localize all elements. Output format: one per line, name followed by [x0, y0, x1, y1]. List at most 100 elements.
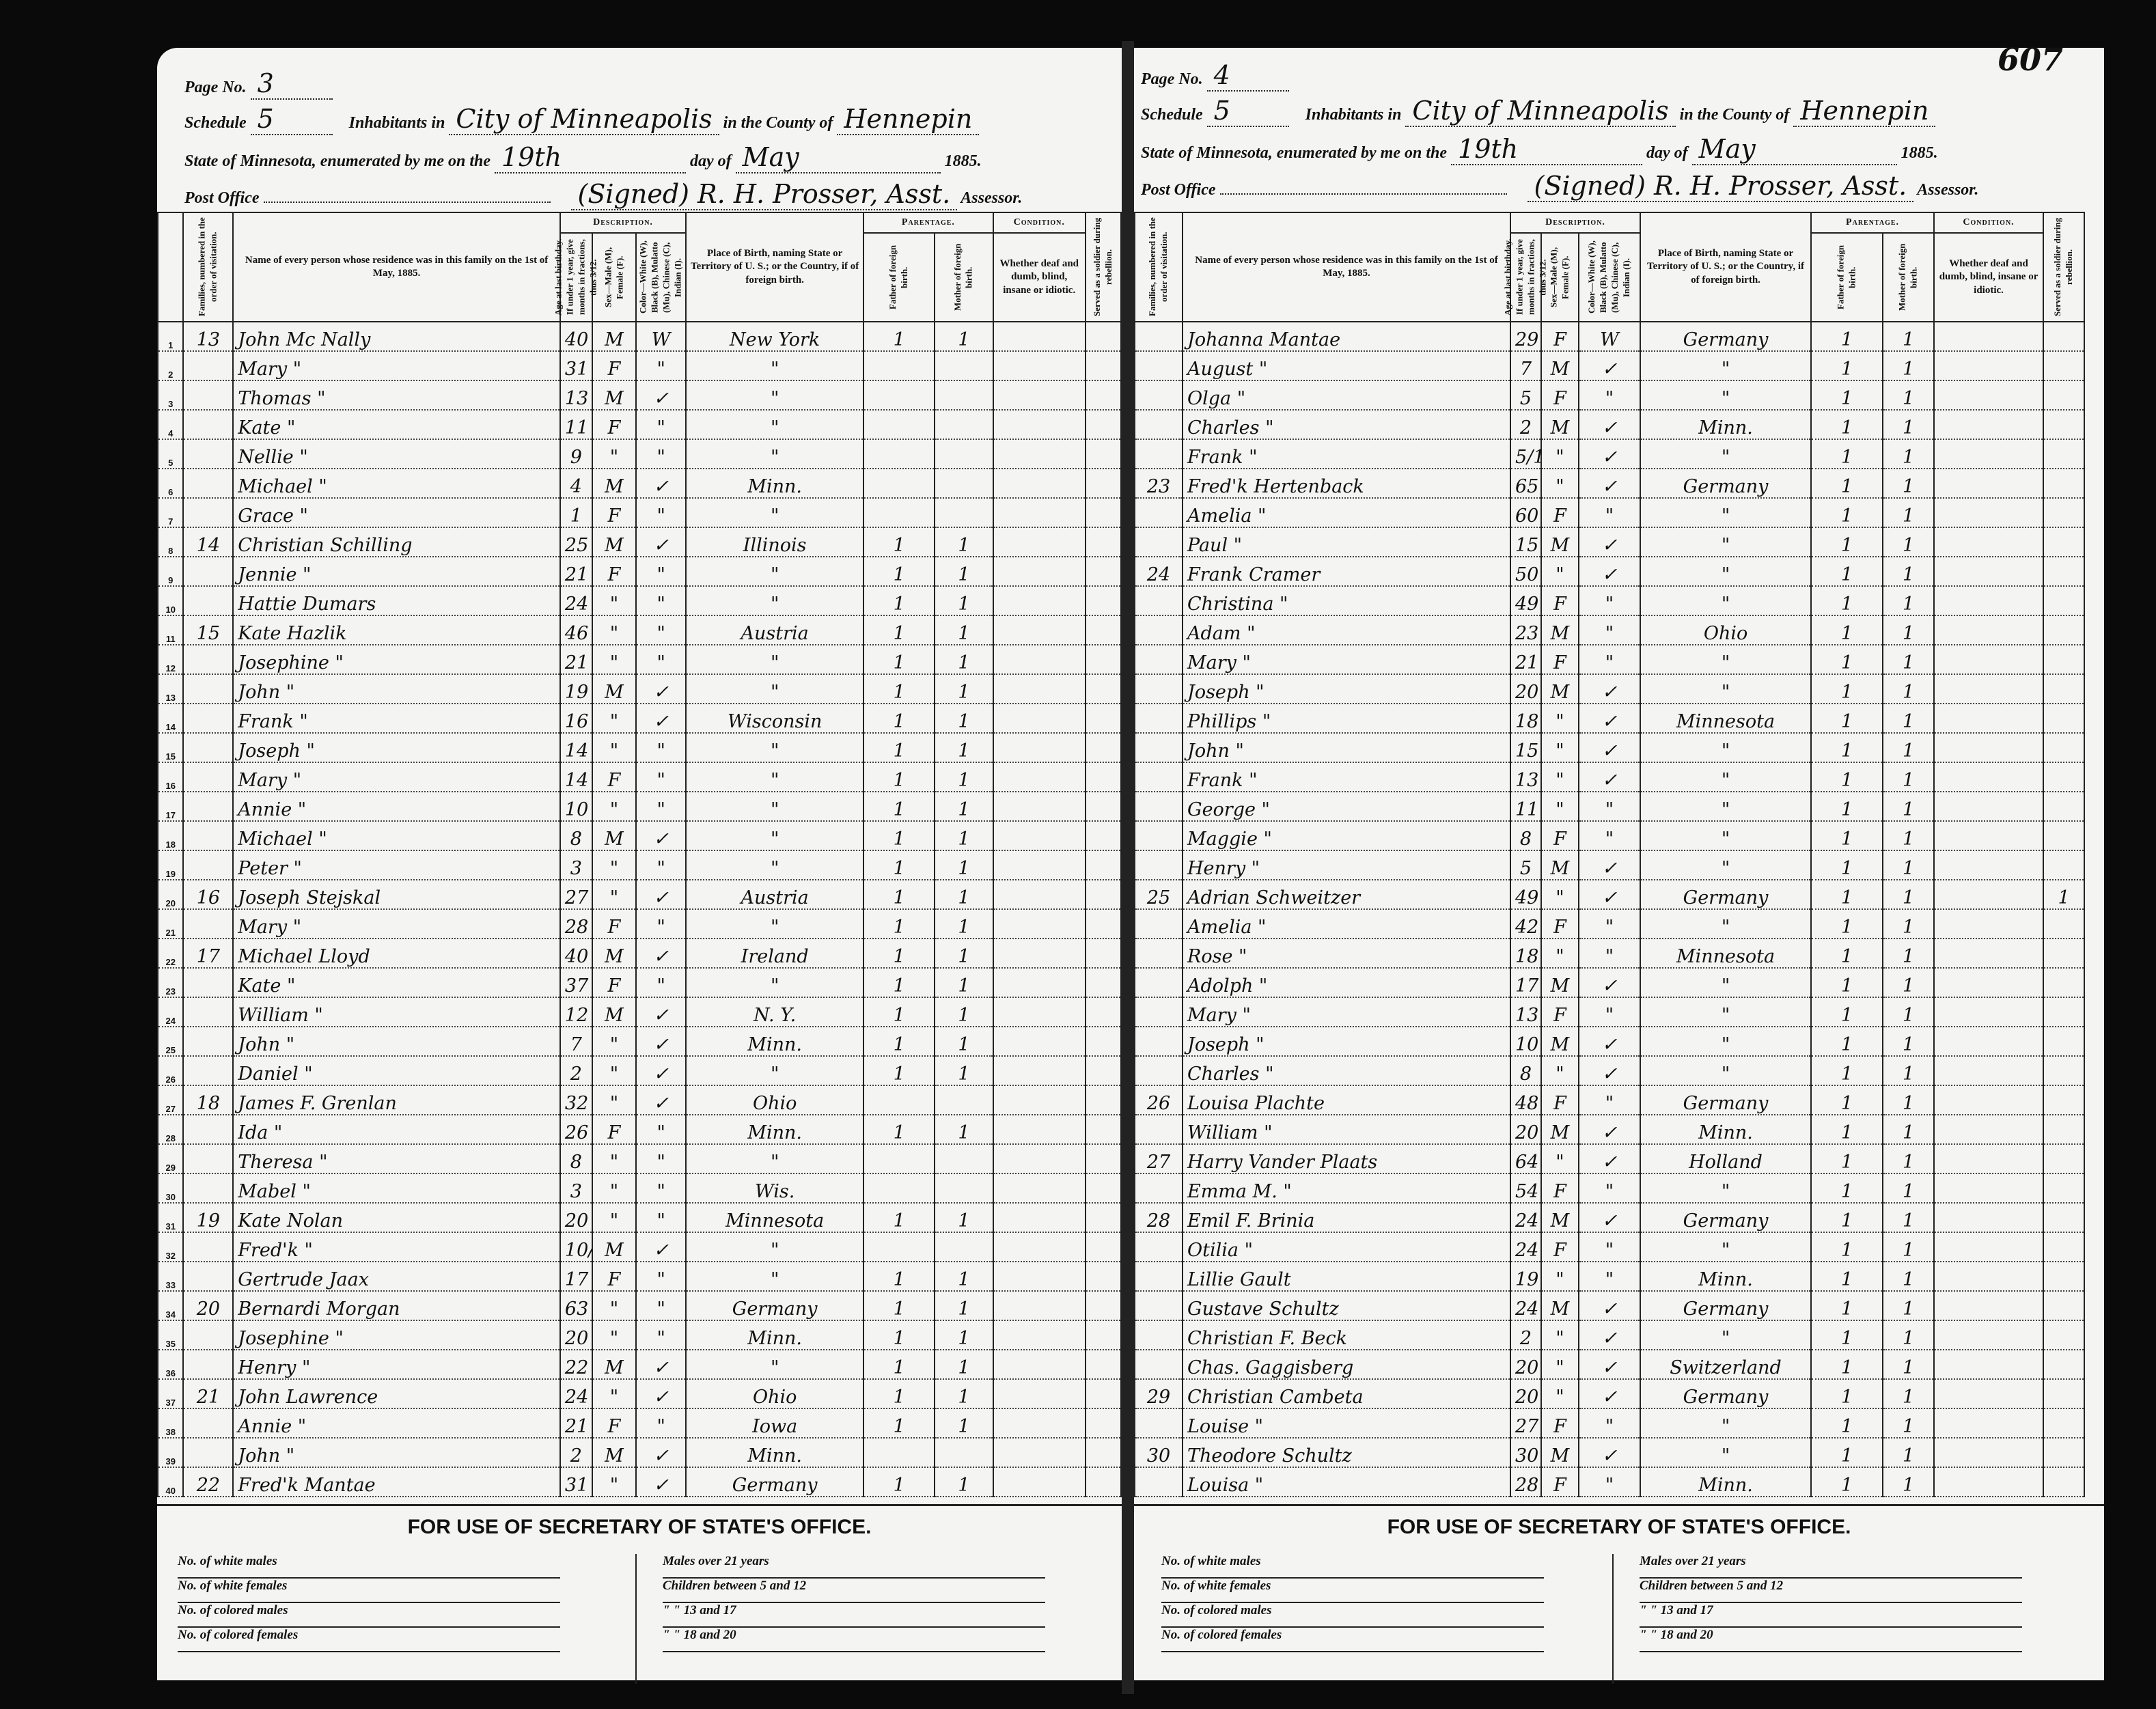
sex-cell: F	[1540, 380, 1579, 411]
father-cell: 1	[1810, 557, 1884, 587]
age-cell: 48	[1510, 1085, 1542, 1115]
family-cell	[1134, 322, 1183, 352]
name-cell: Frank "	[1182, 439, 1511, 469]
condition-cell	[1933, 410, 2045, 440]
condition-cell	[992, 733, 1086, 763]
color-cell: ✓	[1577, 1027, 1642, 1057]
soldier-cell	[2043, 968, 2086, 998]
father-cell: 1	[863, 645, 936, 675]
sex-cell: "	[1540, 939, 1579, 969]
father-cell: 1	[1810, 1350, 1884, 1380]
birth-cell: Ohio	[685, 1379, 865, 1409]
table-row: Amelia " 60 F " " 1 1	[1134, 498, 2086, 528]
sex-cell: F	[1540, 821, 1579, 851]
name-cell: Bernardi Morgan	[232, 1291, 561, 1321]
name-cell: Josephine "	[232, 645, 561, 675]
name-header: Name of every person whose residence was…	[1182, 212, 1511, 322]
age-cell: 21	[559, 1408, 593, 1439]
sex-cell: M	[1540, 968, 1579, 998]
table-row: 29 Christian Cambeta 20 " ✓ Germany 1 1	[1134, 1379, 2086, 1409]
father-cell: 1	[1810, 586, 1884, 616]
table-row: Otilia " 24 F " " 1 1	[1134, 1232, 2086, 1262]
name-cell: Joseph Stejskal	[232, 880, 561, 910]
color-cell: ✓	[1577, 527, 1642, 557]
color-cell: ✓	[1577, 1203, 1642, 1233]
soldier-cell	[1084, 939, 1122, 969]
soldier-cell	[1084, 1408, 1122, 1439]
sex-cell: "	[591, 733, 637, 763]
age-cell: 10/12	[559, 1232, 593, 1262]
soldier-cell	[2043, 1144, 2086, 1174]
mother-cell	[934, 351, 994, 381]
birth-cell: "	[685, 1144, 865, 1174]
name-cell: Rose "	[1182, 939, 1511, 969]
soldier-cell	[2043, 1203, 2086, 1233]
mother-cell: 1	[1882, 439, 1935, 469]
mother-cell: 1	[934, 821, 994, 851]
condition-cell	[1933, 1115, 2045, 1145]
condition-cell	[992, 527, 1086, 557]
soldier-header: Served as a soldier during rebellion.	[1085, 212, 1121, 322]
condition-cell	[992, 762, 1086, 792]
soldier-cell	[1084, 880, 1122, 910]
father-cell: 1	[1810, 498, 1884, 528]
page-no: 3	[250, 68, 333, 100]
color-cell: "	[635, 909, 687, 939]
sex-cell: "	[591, 1027, 637, 1057]
sex-cell: "	[591, 880, 637, 910]
sex-cell: F	[1540, 1408, 1579, 1439]
soldier-cell	[2043, 351, 2086, 381]
color-cell: ✓	[635, 821, 687, 851]
name-cell: John "	[232, 1438, 561, 1468]
table-row: 35 Josephine " 20 " " Minn. 1 1	[156, 1320, 1122, 1350]
father-cell: 1	[1810, 909, 1884, 939]
name-cell: Grace "	[232, 498, 561, 528]
color-cell: "	[1577, 1232, 1642, 1262]
color-cell: ✓	[1577, 1056, 1642, 1086]
age-cell: 22	[559, 1350, 593, 1380]
birth-cell: Switzerland	[1640, 1350, 1812, 1380]
birth-cell: Minn.	[1640, 1115, 1812, 1145]
birth-cell: "	[1640, 645, 1812, 675]
mother-cell: 1	[1882, 1408, 1935, 1439]
age-cell: 18	[1510, 939, 1542, 969]
birth-cell: "	[685, 792, 865, 822]
soldier-cell	[1084, 1350, 1122, 1380]
family-cell	[1134, 1115, 1183, 1145]
birth-cell: Illinois	[685, 527, 865, 557]
table-row: 36 Henry " 22 M ✓ " 1 1	[156, 1350, 1122, 1380]
mother-cell: 1	[1882, 1320, 1935, 1350]
day-of-label: day of	[690, 152, 732, 170]
age-cell: 20	[1510, 674, 1542, 704]
soldier-cell	[2043, 615, 2086, 645]
row-number: 39	[156, 1438, 184, 1468]
condition-cell	[992, 1320, 1086, 1350]
color-cell: "	[635, 792, 687, 822]
condition-cell	[1933, 1350, 2045, 1380]
age-cell: 3	[559, 850, 593, 880]
mother-cell: 1	[1882, 1144, 1935, 1174]
enum-year: 1885.	[1901, 144, 1938, 162]
soldier-cell	[2043, 1027, 2086, 1057]
soldier-cell: 1	[2043, 880, 2086, 910]
soldier-cell	[1084, 968, 1122, 998]
condition-cell	[992, 1056, 1086, 1086]
father-cell: 1	[1810, 1379, 1884, 1409]
footer-field: " " 13 and 17	[1640, 1603, 2022, 1628]
birth-cell: N. Y.	[685, 997, 865, 1027]
father-cell	[863, 410, 936, 440]
birth-cell: "	[1640, 586, 1812, 616]
condition-cell	[992, 1232, 1086, 1262]
birth-cell: "	[685, 439, 865, 469]
father-cell: 1	[863, 939, 936, 969]
enum-day: 19th	[1451, 134, 1643, 165]
row-number: 10	[156, 586, 184, 616]
family-cell	[182, 439, 234, 469]
birth-cell: "	[1640, 909, 1812, 939]
color-cell: ✓	[1577, 1350, 1642, 1380]
mother-cell: 1	[1882, 997, 1935, 1027]
age-cell: 5	[1510, 380, 1542, 411]
table-row: Frank "5/12"✓"11	[1134, 439, 2086, 469]
family-cell: 25	[1134, 880, 1183, 910]
birth-cell: Ohio	[1640, 615, 1812, 645]
